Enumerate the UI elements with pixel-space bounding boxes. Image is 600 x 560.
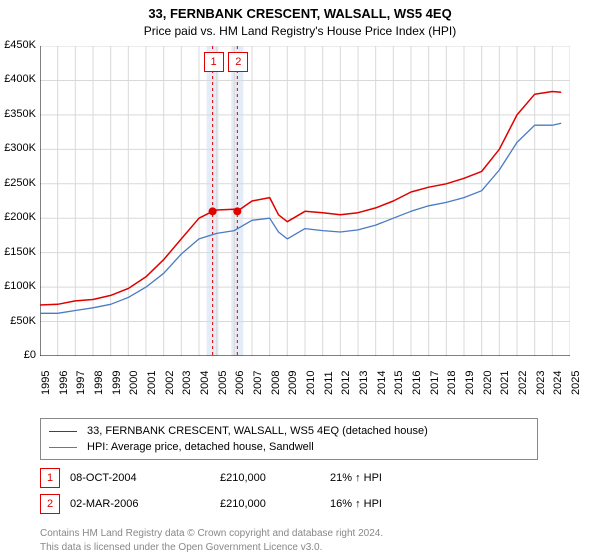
sale-date-2: 02-MAR-2006 bbox=[70, 498, 220, 510]
chart-subtitle: Price paid vs. HM Land Registry's House … bbox=[0, 24, 600, 38]
y-tick-label: £100K bbox=[0, 280, 36, 292]
y-tick-label: £250K bbox=[0, 177, 36, 189]
x-tick-label: 2003 bbox=[181, 381, 193, 395]
x-tick-label: 1996 bbox=[58, 381, 70, 395]
x-tick-label: 2008 bbox=[270, 381, 282, 395]
event-label-1: 1 bbox=[204, 52, 224, 72]
y-tick-label: £300K bbox=[0, 142, 36, 154]
sale-marker-2: 2 bbox=[40, 494, 60, 514]
x-tick-label: 2022 bbox=[517, 381, 529, 395]
sale-price-1: £210,000 bbox=[220, 472, 330, 484]
x-tick-label: 2013 bbox=[358, 381, 370, 395]
sale-pct-2: 16% ↑ HPI bbox=[330, 498, 450, 510]
y-tick-label: £150K bbox=[0, 246, 36, 258]
sale-row-2: 2 02-MAR-2006 £210,000 16% ↑ HPI bbox=[40, 494, 570, 514]
event-label-2: 2 bbox=[228, 52, 248, 72]
x-tick-label: 2009 bbox=[287, 381, 299, 395]
legend-line-hpi bbox=[49, 447, 77, 448]
legend-label-property: 33, FERNBANK CRESCENT, WALSALL, WS5 4EQ … bbox=[87, 423, 428, 439]
x-tick-label: 2021 bbox=[499, 381, 511, 395]
sale-date-1: 08-OCT-2004 bbox=[70, 472, 220, 484]
chart-svg bbox=[40, 46, 570, 356]
x-tick-label: 1997 bbox=[75, 381, 87, 395]
x-tick-label: 2004 bbox=[199, 381, 211, 395]
x-tick-label: 2006 bbox=[234, 381, 246, 395]
x-tick-label: 1995 bbox=[40, 381, 52, 395]
x-tick-label: 2020 bbox=[482, 381, 494, 395]
x-tick-label: 2014 bbox=[376, 381, 388, 395]
x-tick-label: 2025 bbox=[570, 381, 582, 395]
sale-price-2: £210,000 bbox=[220, 498, 330, 510]
sale-row-1: 1 08-OCT-2004 £210,000 21% ↑ HPI bbox=[40, 468, 570, 488]
x-tick-label: 2002 bbox=[164, 381, 176, 395]
x-tick-label: 2023 bbox=[535, 381, 547, 395]
x-tick-label: 2016 bbox=[411, 381, 423, 395]
x-tick-label: 2012 bbox=[340, 381, 352, 395]
legend-item-hpi: HPI: Average price, detached house, Sand… bbox=[49, 439, 529, 455]
legend-line-property bbox=[49, 431, 77, 432]
x-tick-label: 1999 bbox=[111, 381, 123, 395]
y-tick-label: £200K bbox=[0, 211, 36, 223]
x-tick-label: 2017 bbox=[429, 381, 441, 395]
footer-copyright: Contains HM Land Registry data © Crown c… bbox=[40, 528, 383, 539]
y-tick-label: £450K bbox=[0, 39, 36, 51]
footer-license: This data is licensed under the Open Gov… bbox=[40, 542, 322, 553]
x-tick-label: 2024 bbox=[552, 381, 564, 395]
x-tick-label: 2015 bbox=[393, 381, 405, 395]
y-tick-label: £400K bbox=[0, 73, 36, 85]
x-tick-label: 2007 bbox=[252, 381, 264, 395]
legend-item-property: 33, FERNBANK CRESCENT, WALSALL, WS5 4EQ … bbox=[49, 423, 529, 439]
chart-plot bbox=[40, 46, 570, 356]
chart-title: 33, FERNBANK CRESCENT, WALSALL, WS5 4EQ bbox=[0, 6, 600, 21]
x-tick-label: 2011 bbox=[323, 381, 335, 395]
legend: 33, FERNBANK CRESCENT, WALSALL, WS5 4EQ … bbox=[40, 418, 538, 460]
x-tick-label: 2005 bbox=[217, 381, 229, 395]
x-tick-label: 2010 bbox=[305, 381, 317, 395]
x-tick-label: 2001 bbox=[146, 381, 158, 395]
sale-marker-1: 1 bbox=[40, 468, 60, 488]
x-tick-label: 2019 bbox=[464, 381, 476, 395]
legend-label-hpi: HPI: Average price, detached house, Sand… bbox=[87, 439, 314, 455]
y-tick-label: £0 bbox=[0, 349, 36, 361]
x-tick-label: 2000 bbox=[128, 381, 140, 395]
sale-pct-1: 21% ↑ HPI bbox=[330, 472, 450, 484]
x-tick-label: 2018 bbox=[446, 381, 458, 395]
y-tick-label: £350K bbox=[0, 108, 36, 120]
y-tick-label: £50K bbox=[0, 315, 36, 327]
x-tick-label: 1998 bbox=[93, 381, 105, 395]
